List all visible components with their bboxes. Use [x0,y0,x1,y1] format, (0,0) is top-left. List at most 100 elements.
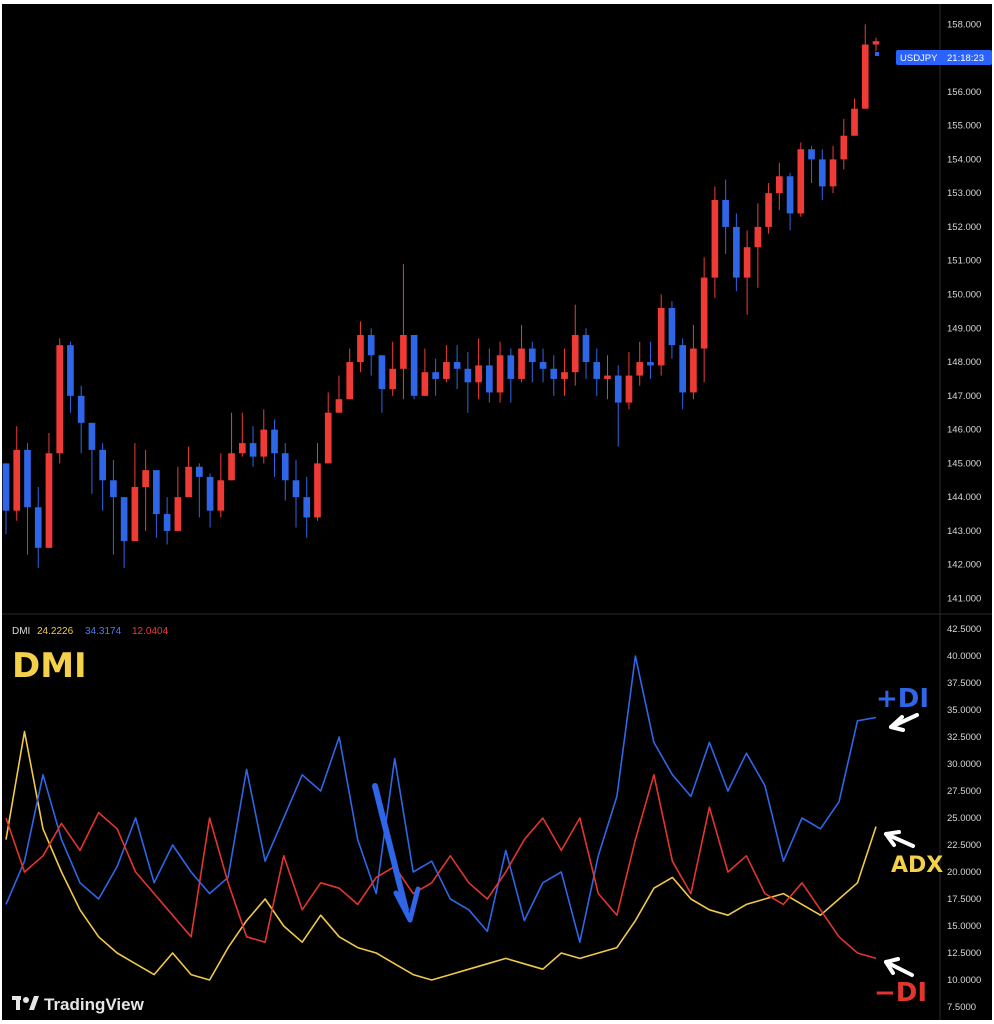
candle-body [754,226,762,248]
candle-body [765,193,772,227]
candle-body [271,429,278,454]
candle-body [45,453,53,548]
candle-body [743,247,751,278]
candle-body [110,480,117,498]
tradingview-logo[interactable]: TradingView [12,995,145,1014]
candle-body [475,365,482,383]
candle-body [281,453,289,481]
candle-body [518,348,525,379]
price-tick-label: 150.000 [947,289,981,300]
candle-body [840,135,848,160]
dmi-tick-label: 12.5000 [947,948,981,959]
candle-body [367,335,375,356]
candle-body [120,497,128,542]
candle-body [163,514,171,531]
dmi-series[interactable] [5,655,877,981]
price-tick-label: 147.000 [947,391,981,402]
dmi-tick-label: 37.5000 [947,678,981,689]
candle-body [657,308,665,366]
candle-body [99,449,106,481]
dmi-tick-label: 10.0000 [947,975,981,986]
price-tick-label: 155.000 [947,121,981,132]
price-tick-label: 151.000 [947,256,981,267]
pointer-arrow-icon [884,957,914,977]
badge-background [896,50,992,65]
candle-body [77,395,85,423]
blue-arrow-icon [372,783,421,923]
dmi-tick-label: 7.5000 [947,1002,976,1013]
candle-body [303,497,311,518]
candle-body [56,345,64,454]
candle-body [561,372,568,379]
candle-body [818,159,826,187]
candlestick-series[interactable] [2,24,880,569]
candle-body [808,149,815,160]
candle-body [647,362,654,366]
candle-body [346,362,354,400]
candle-body [528,348,536,363]
candle-body [668,308,676,346]
candle-body [507,355,515,379]
minus-di-line [5,773,877,960]
indicator-legend[interactable]: DMI 24.2226 34.3174 12.0404 [12,626,169,637]
candle-body [410,335,418,396]
candle-body [34,507,42,548]
price-tick-label: 144.000 [947,492,981,503]
candle-body [700,277,708,349]
dmi-tick-label: 35.0000 [947,705,981,716]
candle-body [582,335,590,363]
candle-body [604,375,611,379]
price-tick-label: 143.000 [947,526,981,537]
dmi-tick-label: 15.0000 [947,921,981,932]
candle-body [797,149,805,214]
last-price-marker [875,52,879,56]
dmi-tick-label: 22.5000 [947,840,981,851]
badge-time: 21:18:23 [947,53,984,64]
adx-annotation: ADX [891,853,943,878]
candle-body [357,335,364,363]
candle-body [432,372,439,379]
candle-body [711,199,719,278]
dmi-tick-label: 32.5000 [947,732,981,743]
dmi-axis[interactable]: 42.5000 40.0000 37.5000 35.0000 32.5000 30.00… [947,624,981,1013]
candle-body [593,362,601,379]
plus-di-annotation: +DI [876,684,929,714]
dmi-tick-label: 27.5000 [947,786,981,797]
candle-body [776,176,783,194]
adx-line [5,730,877,981]
candle-body [142,470,149,488]
candle-body [13,449,21,511]
price-tick-label: 152.000 [947,222,981,233]
tradingview-logo-icon [12,996,39,1010]
badge-symbol: USDJPY [900,53,938,64]
candle-body [2,463,10,511]
price-tick-label: 141.000 [947,593,981,604]
brand-name: TradingView [44,995,145,1014]
candle-body [861,44,869,109]
candle-body [496,355,504,393]
legend-plus-di-value: 34.3174 [85,626,122,637]
candle-body [206,476,214,511]
price-tick-label: 142.000 [947,560,981,571]
candle-body [486,365,493,393]
candle-body [453,362,461,369]
candle-body [614,375,622,403]
pointer-arrow-icon [884,830,915,848]
price-axis[interactable]: 158.000157.000156.000155.000154.000153.0… [947,19,981,604]
candle-body [378,355,386,390]
candle-body [851,108,858,136]
price-tick-label: 154.000 [947,154,981,165]
legend-indicator-name: DMI [12,626,30,637]
legend-minus-di-value: 12.0404 [132,626,169,637]
candle-body [238,443,246,454]
candle-body [249,443,257,457]
candle-body [786,176,794,214]
candle-body [131,487,139,542]
candle-body [260,429,268,457]
symbol-price-badge: USDJPY 21:18:23 [896,50,992,65]
candle-body [389,368,396,390]
dmi-annotation: DMI [12,646,87,686]
candle-body [335,399,343,413]
candle-body [174,497,182,531]
